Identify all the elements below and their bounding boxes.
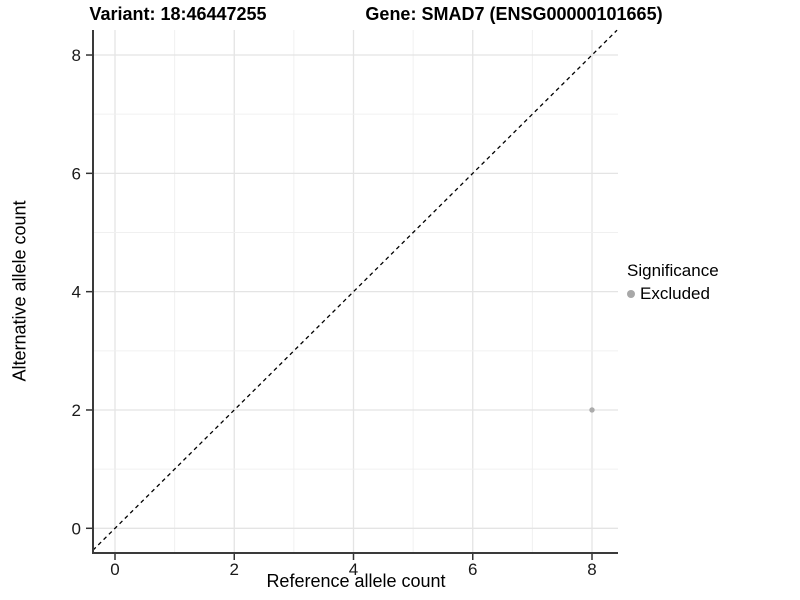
x-tick-label-0: 0	[110, 560, 119, 579]
legend-title: Significance	[627, 261, 719, 280]
legend-item-excluded: Excluded	[627, 284, 719, 304]
y-tick-label-0: 0	[72, 519, 81, 538]
legend-item-label: Excluded	[640, 284, 710, 303]
y-axis-title: Alternative allele count	[9, 200, 30, 382]
y-tick-label-2: 2	[72, 401, 81, 420]
legend: Significance Excluded	[627, 261, 719, 304]
x-tick-label-6: 6	[468, 560, 477, 579]
variant-title: Variant: 18:46447255	[89, 4, 267, 24]
gene-title: Gene: SMAD7 (ENSG00000101665)	[365, 4, 663, 24]
y-tick-label-6: 6	[72, 164, 81, 183]
legend-marker-circle-icon	[627, 290, 635, 298]
x-axis-title: Reference allele count	[266, 571, 446, 591]
x-tick-label-2: 2	[230, 560, 239, 579]
x-tick-label-4: 4	[349, 560, 358, 579]
data-point-excluded-0	[589, 407, 595, 413]
y-tick-label-8: 8	[72, 46, 81, 65]
identity-line	[92, 29, 618, 551]
y-tick-label-4: 4	[72, 283, 81, 302]
x-tick-label-8: 8	[587, 560, 596, 579]
